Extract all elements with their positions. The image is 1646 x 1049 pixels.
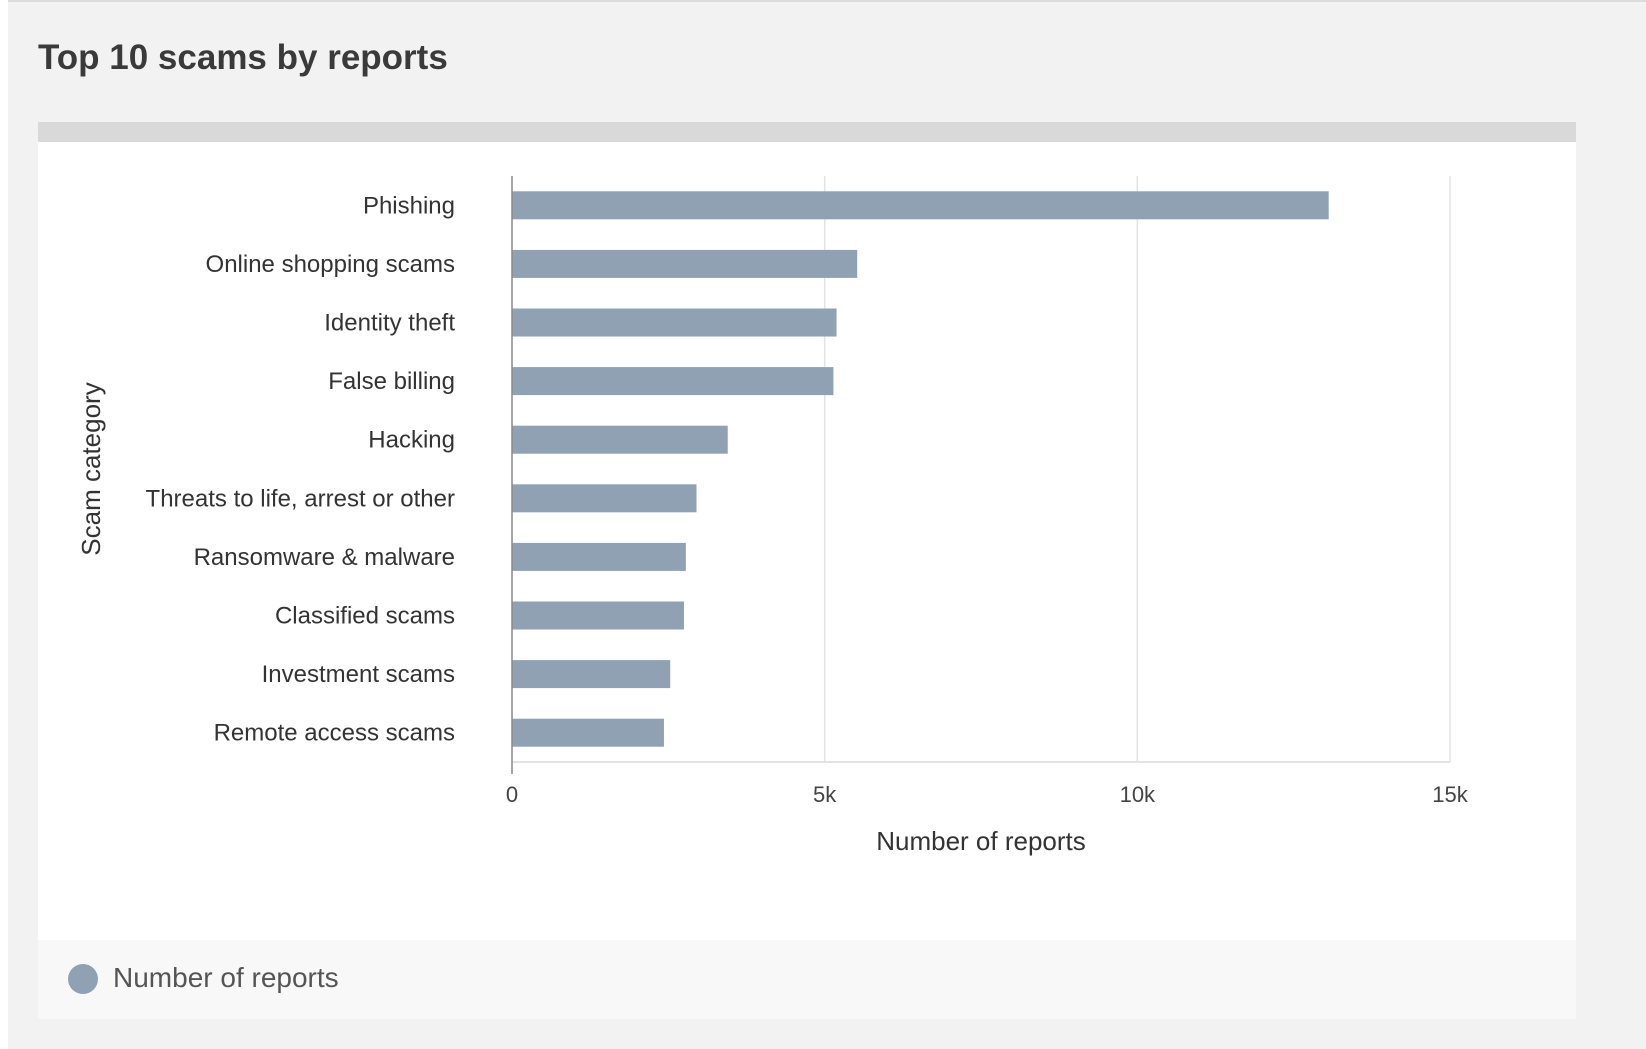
- y-axis-title: Scam category: [76, 382, 106, 555]
- page-title: Top 10 scams by reports: [38, 38, 448, 77]
- legend-label: Number of reports: [113, 962, 339, 993]
- category-label: Classified scams: [275, 603, 455, 630]
- x-tick-label: 10k: [1120, 782, 1156, 807]
- bar[interactable]: [512, 601, 684, 630]
- x-tick-label: 5k: [813, 782, 837, 807]
- category-label: Phishing: [363, 192, 455, 219]
- category-label: Threats to life, arrest or other: [146, 485, 455, 512]
- bar[interactable]: [512, 542, 686, 571]
- category-label: Ransomware & malware: [194, 544, 455, 571]
- bar[interactable]: [512, 249, 858, 278]
- bar[interactable]: [512, 308, 837, 337]
- x-tick-label: 15k: [1432, 782, 1468, 807]
- bar[interactable]: [512, 367, 834, 396]
- category-label: False billing: [328, 368, 455, 395]
- x-axis-title: Number of reports: [876, 826, 1086, 856]
- bar-chart: Phishing Online shopping scams Identity th…: [76, 176, 1469, 856]
- card-header-bar: [38, 122, 1576, 142]
- x-tick-label: 0: [506, 782, 518, 807]
- category-label: Hacking: [368, 427, 455, 454]
- legend-marker-icon: [68, 964, 98, 994]
- bar[interactable]: [512, 718, 664, 747]
- page-background: Top 10 scams by reports Phishing Online s…: [8, 0, 1646, 1049]
- category-label: Identity theft: [324, 310, 455, 337]
- chart-legend[interactable]: Number of reports: [38, 940, 1576, 1019]
- bar[interactable]: [512, 484, 697, 513]
- bar[interactable]: [512, 191, 1329, 220]
- category-label: Investment scams: [262, 661, 455, 688]
- chart-card: Phishing Online shopping scams Identity th…: [38, 122, 1576, 1019]
- category-label: Online shopping scams: [206, 251, 455, 278]
- bar[interactable]: [512, 425, 728, 454]
- category-label: Remote access scams: [214, 720, 455, 747]
- bar[interactable]: [512, 660, 671, 689]
